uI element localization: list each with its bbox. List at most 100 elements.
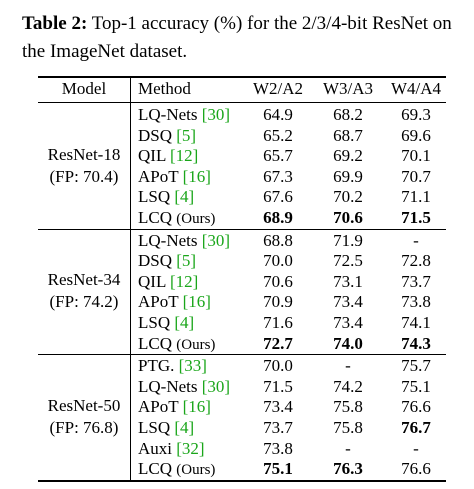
w2a2-value: 73.7 <box>263 418 293 437</box>
table-caption: Table 2: Top-1 accuracy (%) for the 2/3/… <box>22 10 470 66</box>
model-fp-accuracy: (FP: 74.2) <box>49 292 119 312</box>
method-name: APoT <box>138 292 183 312</box>
header-w4a4: W4/A4 <box>390 79 442 98</box>
citation-link[interactable]: [33] <box>178 356 207 376</box>
w4a4-value: 70.7 <box>401 166 431 186</box>
method-cell: LCQ (Ours) <box>138 458 215 480</box>
w4a4-value: 74.3 <box>401 333 431 353</box>
citation-link[interactable]: [30] <box>201 230 231 250</box>
method-cell: APoT [16] <box>138 166 211 188</box>
method-cell: APoT [16] <box>138 396 211 418</box>
method-cell: Auxi [32] <box>138 438 205 460</box>
w4a4-value: 69.3 <box>401 105 431 124</box>
citation-link[interactable]: [16] <box>182 166 211 186</box>
w4a4-value: - <box>413 438 419 458</box>
model-fp-accuracy: (FP: 70.4) <box>49 166 119 186</box>
method-cell: LSQ [4] <box>138 417 194 439</box>
model-name: ResNet-18 <box>47 144 121 164</box>
method-cell: PTG. [33] <box>138 355 207 377</box>
w2a2-value: 70.6 <box>263 271 293 291</box>
w4a4-value: 75.7 <box>401 356 431 376</box>
method-name: LCQ <box>138 208 177 227</box>
w3a3-value: 69.2 <box>333 146 363 166</box>
citation-link[interactable]: [16] <box>182 292 211 312</box>
method-name: LSQ <box>138 187 175 207</box>
method-name: DSQ <box>138 251 177 271</box>
citation-link[interactable]: [4] <box>174 313 195 332</box>
method-name: Auxi <box>138 438 177 458</box>
method-cell: LSQ [4] <box>138 186 194 208</box>
method-name: LCQ <box>138 333 177 353</box>
citation-link[interactable]: [5] <box>176 125 197 145</box>
citation-link[interactable]: [4] <box>174 418 195 437</box>
w4a4-value: 69.6 <box>401 125 431 145</box>
w4a4-value: 73.8 <box>401 292 431 312</box>
header-model: Model <box>61 79 107 98</box>
method-cell: DSQ [5] <box>138 125 196 147</box>
header-w3a3: W3/A3 <box>322 79 374 98</box>
method-name: LQ-Nets <box>138 105 202 124</box>
w3a3-value: 73.4 <box>333 292 363 312</box>
w2a2-value: 73.8 <box>263 438 293 458</box>
method-cell: LSQ [4] <box>138 312 194 334</box>
w3a3-value: 71.9 <box>333 230 363 250</box>
method-name: APoT <box>138 397 183 417</box>
method-name: LSQ <box>138 313 175 332</box>
w2a2-value: 73.4 <box>263 397 293 417</box>
w4a4-value: 72.8 <box>401 251 431 271</box>
w3a3-value: 68.7 <box>333 125 363 145</box>
ours-label: (Ours) <box>176 211 216 227</box>
method-cell: LCQ (Ours) <box>138 333 215 355</box>
w4a4-value: 71.5 <box>401 208 431 227</box>
w4a4-value: - <box>413 230 419 250</box>
w2a2-value: 68.8 <box>263 230 293 250</box>
method-cell: DSQ [5] <box>138 250 196 272</box>
w2a2-value: 72.7 <box>263 333 293 353</box>
w4a4-value: 76.7 <box>401 418 431 437</box>
w4a4-value: 70.1 <box>401 146 431 166</box>
w2a2-value: 67.6 <box>263 187 293 207</box>
method-cell: QIL [12] <box>138 271 198 293</box>
w2a2-value: 71.5 <box>263 376 293 396</box>
citation-link[interactable]: [32] <box>176 438 205 458</box>
method-name: LQ-Nets <box>138 230 202 250</box>
w3a3-value: 74.2 <box>333 376 363 396</box>
method-cell: LQ-Nets [30] <box>138 104 230 126</box>
citation-link[interactable]: [30] <box>201 376 231 396</box>
ours-label: (Ours) <box>176 462 216 479</box>
citation-link[interactable]: [30] <box>201 105 231 124</box>
w4a4-value: 75.1 <box>401 376 431 396</box>
w3a3-value: 69.9 <box>333 166 363 186</box>
w3a3-value: - <box>345 356 351 376</box>
w4a4-value: 71.1 <box>401 187 431 207</box>
method-name: PTG. <box>138 356 179 376</box>
w4a4-value: 76.6 <box>401 459 431 479</box>
citation-link[interactable]: [12] <box>169 146 199 166</box>
method-cell: LCQ (Ours) <box>138 207 215 229</box>
method-name: LSQ <box>138 418 175 437</box>
citation-link[interactable]: [12] <box>169 271 199 291</box>
w4a4-value: 76.6 <box>401 397 431 417</box>
citation-link[interactable]: [5] <box>176 251 197 271</box>
method-name: DSQ <box>138 125 177 145</box>
w3a3-value: 70.6 <box>333 208 363 227</box>
model-label: ResNet-50 (FP: 76.8) <box>38 395 130 439</box>
w4a4-value: 74.1 <box>401 313 431 332</box>
method-name: QIL <box>138 146 170 166</box>
w3a3-value: 68.2 <box>333 105 363 124</box>
method-cell: APoT [16] <box>138 291 211 313</box>
header-rule <box>38 102 446 103</box>
citation-link[interactable]: [16] <box>182 397 211 417</box>
method-name: QIL <box>138 271 170 291</box>
w3a3-value: 74.0 <box>333 333 363 353</box>
w2a2-value: 64.9 <box>263 105 293 124</box>
method-cell: LQ-Nets [30] <box>138 376 230 398</box>
w3a3-value: 73.1 <box>333 271 363 291</box>
method-name: LCQ <box>138 459 177 479</box>
bottom-rule <box>38 479 446 482</box>
caption-label: Table 2: <box>22 13 88 34</box>
w2a2-value: 71.6 <box>263 313 293 332</box>
model-fp-accuracy: (FP: 76.8) <box>49 418 119 437</box>
citation-link[interactable]: [4] <box>174 187 195 207</box>
model-name: ResNet-50 <box>47 396 121 415</box>
